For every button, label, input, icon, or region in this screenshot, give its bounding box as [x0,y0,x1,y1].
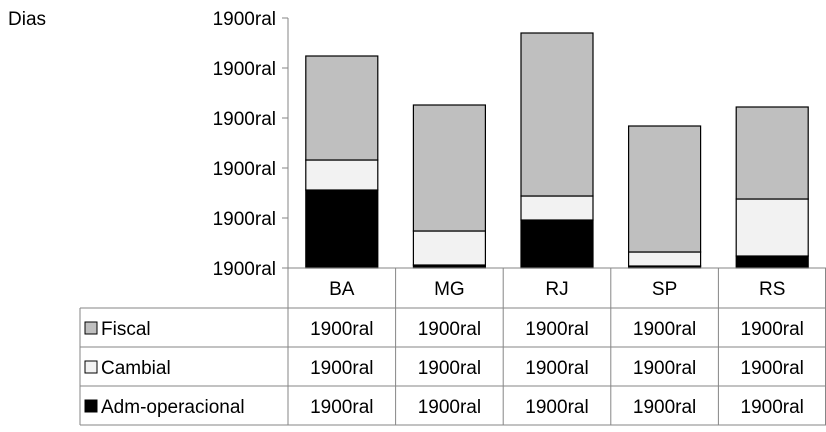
table-cell-value: 1900ral [633,319,696,340]
bar-segment-cambial-mg [412,230,486,266]
x-category-label: RS [759,279,785,300]
table-cell-value: 1900ral [525,319,588,340]
legend-key-fiscal [84,321,98,335]
table-cell-value: 1900ral [310,397,373,418]
bar-segment-cambial-sp [627,251,702,267]
bar-segment-fiscal-rj [520,32,594,197]
y-tick-label: 1900ral [213,59,276,80]
table-cell-value: 1900ral [525,358,588,379]
bar-segment-fiscal-sp [627,125,702,253]
x-category-label: RJ [545,279,568,300]
x-category-label: MG [434,279,465,300]
x-category-label: BA [329,279,355,300]
table-row-label: Cambial [101,358,171,379]
bar-segment-cambial-rj [520,195,594,221]
bar-segment-cambial-ba [305,159,379,191]
table-cell-value: 1900ral [418,397,481,418]
legend-key-cambial [84,360,98,374]
legend-key-adm-operacional [84,399,98,413]
y-tick-label: 1900ral [213,109,276,130]
y-tick-label: 1900ral [213,259,276,280]
bar-segment-fiscal-rs [735,106,809,200]
table-cell-value: 1900ral [633,397,696,418]
table-cell-value: 1900ral [633,358,696,379]
table-cell-value: 1900ral [741,397,804,418]
table-cell-value: 1900ral [418,358,481,379]
bar-segment-fiscal-mg [412,104,486,232]
table-row-label: Fiscal [101,319,151,340]
y-tick-label: 1900ral [213,209,276,230]
y-axis-title: Dias [8,9,46,30]
bar-segment-adm-operacional-rs [735,255,809,269]
bar-segment-cambial-rs [735,198,809,257]
bar-segment-adm-operacional-ba [305,189,379,269]
table-cell-value: 1900ral [525,397,588,418]
x-category-label: SP [652,279,677,300]
bar-segment-adm-operacional-rj [520,219,594,269]
y-tick-label: 1900ral [213,9,276,30]
table-cell-value: 1900ral [741,358,804,379]
table-row-label: Adm-operacional [101,397,245,418]
y-tick-label: 1900ral [213,159,276,180]
bar-segment-fiscal-ba [305,55,379,161]
table-cell-value: 1900ral [310,358,373,379]
table-cell-value: 1900ral [741,319,804,340]
table-cell-value: 1900ral [310,319,373,340]
table-cell-value: 1900ral [418,319,481,340]
